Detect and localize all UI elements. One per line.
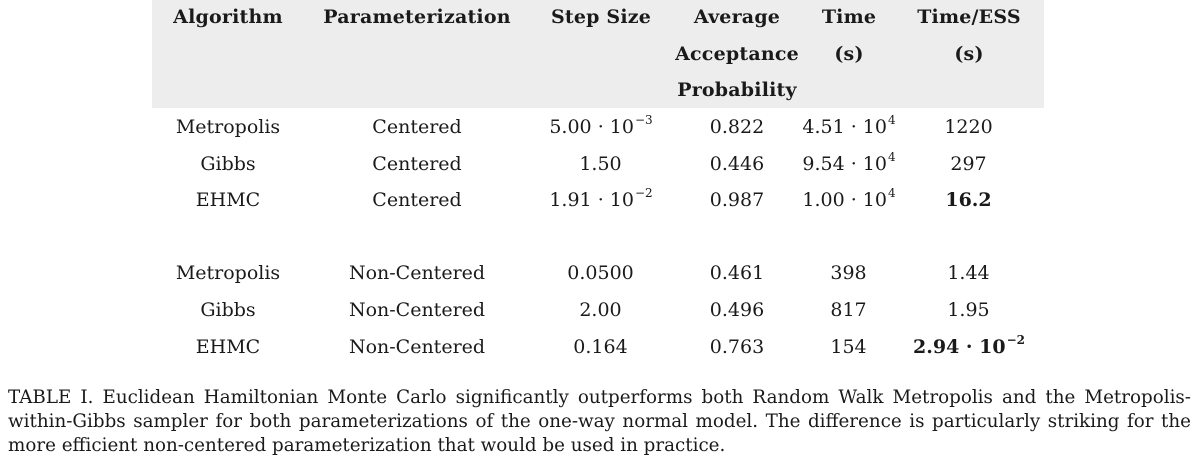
- cell-parameterization: Centered: [372, 189, 462, 211]
- header-time-line2: (s): [834, 43, 864, 65]
- cell-parameterization: Centered: [372, 153, 462, 175]
- header-acceptance-line1: Average: [693, 6, 781, 28]
- cell-parameterization: Non-Centered: [348, 299, 486, 321]
- header-acceptance-line2: Acceptance: [675, 43, 799, 65]
- cell-step-size: 5.00 · 10−3: [549, 112, 653, 138]
- cell-parameterization: Centered: [372, 116, 462, 138]
- cell-algorithm: EHMC: [195, 336, 261, 358]
- cell-acceptance: 0.763: [709, 336, 765, 358]
- cell-algorithm: Gibbs: [200, 153, 256, 175]
- cell-step-size: 1.91 · 10−2: [549, 185, 653, 211]
- cell-time-ess: 1220: [944, 116, 993, 138]
- cell-step-size: 0.164: [573, 336, 628, 358]
- cell-step-size: 1.50: [579, 153, 622, 175]
- cell-acceptance: 0.461: [709, 262, 765, 284]
- header-time-line1: Time: [821, 6, 877, 28]
- header-time-ess-line2: (s): [954, 43, 984, 65]
- cell-time: 1.00 · 104: [802, 185, 896, 211]
- cell-time-ess-best: 16.2: [945, 189, 992, 211]
- header-parameterization: Parameterization: [323, 6, 511, 28]
- cell-time-ess: 1.95: [947, 299, 990, 321]
- cell-acceptance: 0.822: [709, 116, 765, 138]
- cell-time-ess: 297: [950, 153, 987, 175]
- header-time-ess-line1: Time/ESS: [917, 6, 1021, 28]
- cell-algorithm: Metropolis: [175, 116, 281, 138]
- cell-time-ess-best: 2.94 · 10−2: [913, 332, 1025, 358]
- cell-acceptance: 0.446: [709, 153, 765, 175]
- cell-parameterization: Non-Centered: [348, 262, 486, 284]
- cell-algorithm: EHMC: [195, 189, 261, 211]
- cell-algorithm: Gibbs: [200, 299, 256, 321]
- table-caption: TABLE I. Euclidean Hamiltonian Monte Car…: [8, 387, 1191, 456]
- table-header-band: [152, 0, 1044, 108]
- header-acceptance-line3: Probability: [677, 79, 797, 101]
- cell-parameterization: Non-Centered: [348, 336, 486, 358]
- cell-time: 154: [830, 336, 867, 358]
- cell-time: 817: [830, 299, 867, 321]
- cell-algorithm: Metropolis: [175, 262, 281, 284]
- cell-time-ess: 1.44: [947, 262, 990, 284]
- cell-step-size: 0.0500: [567, 262, 634, 284]
- cell-step-size: 2.00: [579, 299, 622, 321]
- header-algorithm: Algorithm: [173, 6, 283, 28]
- cell-acceptance: 0.496: [709, 299, 765, 321]
- cell-time: 4.51 · 104: [802, 112, 896, 138]
- cell-acceptance: 0.987: [709, 189, 765, 211]
- cell-time: 9.54 · 104: [802, 149, 896, 175]
- header-step-size: Step Size: [550, 6, 652, 28]
- cell-time: 398: [830, 262, 867, 284]
